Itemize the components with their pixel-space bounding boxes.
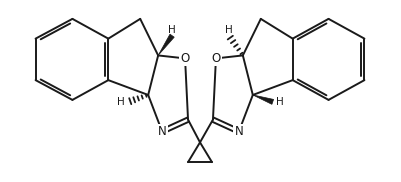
Text: H: H [168,25,176,35]
Text: N: N [235,125,243,138]
Text: O: O [211,52,221,65]
Text: H: H [117,97,125,107]
Text: O: O [180,52,190,65]
Text: H: H [276,97,284,107]
Text: N: N [158,125,166,138]
Polygon shape [253,95,273,104]
Text: H: H [225,25,233,35]
Polygon shape [158,34,174,56]
